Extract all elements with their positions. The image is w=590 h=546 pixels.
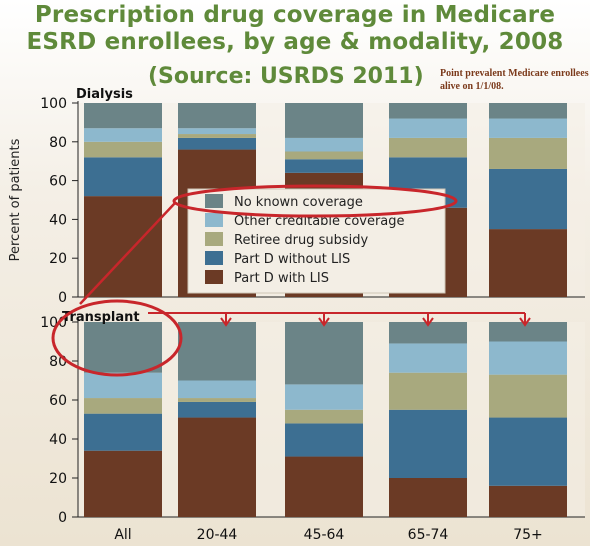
x-tick-label: 20-44 xyxy=(197,527,238,543)
annotation-arrow-head xyxy=(422,317,434,327)
bar-segment-all-retiree-drug-subsidy xyxy=(84,141,162,158)
annotation-arrow-head xyxy=(519,317,531,327)
bar-segment-45-64-part-d-without-lis xyxy=(285,159,363,173)
bar-segment-all-part-d-with-lis xyxy=(84,196,162,297)
y-tick-label: 80 xyxy=(49,354,67,370)
legend-box xyxy=(187,188,446,294)
bar-segment-75-other-creditable-coverage xyxy=(489,118,567,138)
x-tick-label: All xyxy=(114,527,131,543)
bar-segment-45-64-other-creditable-coverage xyxy=(285,384,363,410)
y-tick-label: 0 xyxy=(58,510,67,526)
bar-segment-75-no-known-coverage xyxy=(489,103,567,119)
bar-segment-20-44-retiree-drug-subsidy xyxy=(178,134,256,138)
bar-segment-all-no-known-coverage xyxy=(84,322,162,373)
bar-segment-65-74-retiree-drug-subsidy xyxy=(389,137,467,158)
bar-segment-65-74-other-creditable-coverage xyxy=(389,118,467,138)
x-tick-label: 65-74 xyxy=(408,527,449,543)
bar-segment-all-other-creditable-coverage xyxy=(84,372,162,399)
bar-segment-all-part-d-without-lis xyxy=(84,157,162,197)
y-tick-label: 20 xyxy=(49,471,67,487)
legend-swatch-retiree-drug-subsidy xyxy=(205,232,223,246)
x-tick-label: 75+ xyxy=(513,527,543,543)
y-tick-label: 40 xyxy=(49,432,67,448)
bar-segment-65-74-retiree-drug-subsidy xyxy=(389,372,467,410)
legend-label-part-d-without-lis: Part D without LIS xyxy=(234,252,350,267)
bar-segment-all-retiree-drug-subsidy xyxy=(84,398,162,414)
bar-segment-20-44-other-creditable-coverage xyxy=(178,128,256,135)
bar-segment-45-64-part-d-without-lis xyxy=(285,423,363,457)
annotation-ellipse-legend xyxy=(172,184,458,218)
bar-segment-65-74-other-creditable-coverage xyxy=(389,343,467,373)
bar-segment-75-part-d-without-lis xyxy=(489,168,567,230)
bar-segment-45-64-retiree-drug-subsidy xyxy=(285,151,363,160)
bar-segment-20-44-part-d-without-lis xyxy=(178,401,256,418)
x-tick-label: 45-64 xyxy=(304,527,345,543)
bar-segment-all-part-d-with-lis xyxy=(84,450,162,517)
bar-segment-all-no-known-coverage xyxy=(84,103,162,129)
legend-label-part-d-with-lis: Part D with LIS xyxy=(234,271,329,286)
legend-swatch-part-d-with-lis xyxy=(205,270,223,284)
bar-segment-20-44-retiree-drug-subsidy xyxy=(178,398,256,402)
title-line-1: Prescription drug coverage in Medicare xyxy=(34,2,556,28)
bar-segment-20-44-other-creditable-coverage xyxy=(178,380,256,399)
legend-swatch-no-known-coverage xyxy=(205,194,223,208)
source-citation: (Source: USRDS 2011) xyxy=(148,64,424,89)
bar-segment-65-74-part-d-with-lis xyxy=(389,478,467,517)
legend-label-retiree-drug-subsidy: Retiree drug subsidy xyxy=(234,233,368,248)
annotation-connector xyxy=(79,202,176,305)
bar-segment-45-64-no-known-coverage xyxy=(285,322,363,385)
bar-segment-75-part-d-with-lis xyxy=(489,485,567,517)
bar-segment-all-other-creditable-coverage xyxy=(84,128,162,142)
panel-title-dialysis: Dialysis xyxy=(76,87,133,102)
legend-label-no-known-coverage: No known coverage xyxy=(234,195,363,210)
bar-segment-75-retiree-drug-subsidy xyxy=(489,137,567,169)
annotation-arrow-head xyxy=(318,317,330,327)
annotation-arrow-head xyxy=(220,317,232,327)
slide-title: Prescription drug coverage in Medicare E… xyxy=(0,2,590,56)
bar-segment-75-part-d-with-lis xyxy=(489,229,567,297)
population-note: Point prevalent Medicare enrollees alive… xyxy=(440,68,589,92)
bar-segment-65-74-no-known-coverage xyxy=(389,103,467,119)
legend-swatch-other-creditable-coverage xyxy=(205,213,223,227)
bar-segment-20-44-no-known-coverage xyxy=(178,103,256,129)
y-axis-label: Percent of patients xyxy=(8,138,23,261)
bar-segment-20-44-part-d-without-lis xyxy=(178,137,256,150)
y-tick-label: 40 xyxy=(49,212,67,228)
title-line-2: ESRD enrollees, by age & modality, 2008 xyxy=(26,29,564,55)
bar-segment-65-74-no-known-coverage xyxy=(389,322,467,344)
bar-segment-45-64-other-creditable-coverage xyxy=(285,137,363,152)
panel-title-transplant: Transplant xyxy=(62,310,140,325)
legend-label-other-creditable-coverage: Other creditable coverage xyxy=(234,214,405,229)
y-tick-label: 0 xyxy=(58,290,67,306)
y-tick-label: 60 xyxy=(49,393,67,409)
annotation-ellipse-transplant xyxy=(51,299,183,377)
bar-segment-75-retiree-drug-subsidy xyxy=(489,374,567,418)
bar-segment-75-part-d-without-lis xyxy=(489,417,567,486)
bar-segment-20-44-no-known-coverage xyxy=(178,322,256,381)
bar-segment-65-74-part-d-without-lis xyxy=(389,409,467,478)
bar-segment-45-64-retiree-drug-subsidy xyxy=(285,409,363,424)
legend-swatch-part-d-without-lis xyxy=(205,251,223,265)
bar-segment-45-64-no-known-coverage xyxy=(285,103,363,138)
bar-segment-75-no-known-coverage xyxy=(489,322,567,342)
legend: No known coverage Other creditable covera… xyxy=(187,188,446,294)
bar-segment-20-44-part-d-with-lis xyxy=(178,417,256,517)
y-tick-label: 80 xyxy=(49,135,67,151)
bar-segment-75-other-creditable-coverage xyxy=(489,341,567,375)
bar-segment-45-64-part-d-with-lis xyxy=(285,456,363,517)
y-tick-label: 20 xyxy=(49,251,67,267)
y-tick-label: 60 xyxy=(49,174,67,190)
bar-segment-all-part-d-without-lis xyxy=(84,413,162,451)
y-tick-label: 100 xyxy=(40,96,67,112)
